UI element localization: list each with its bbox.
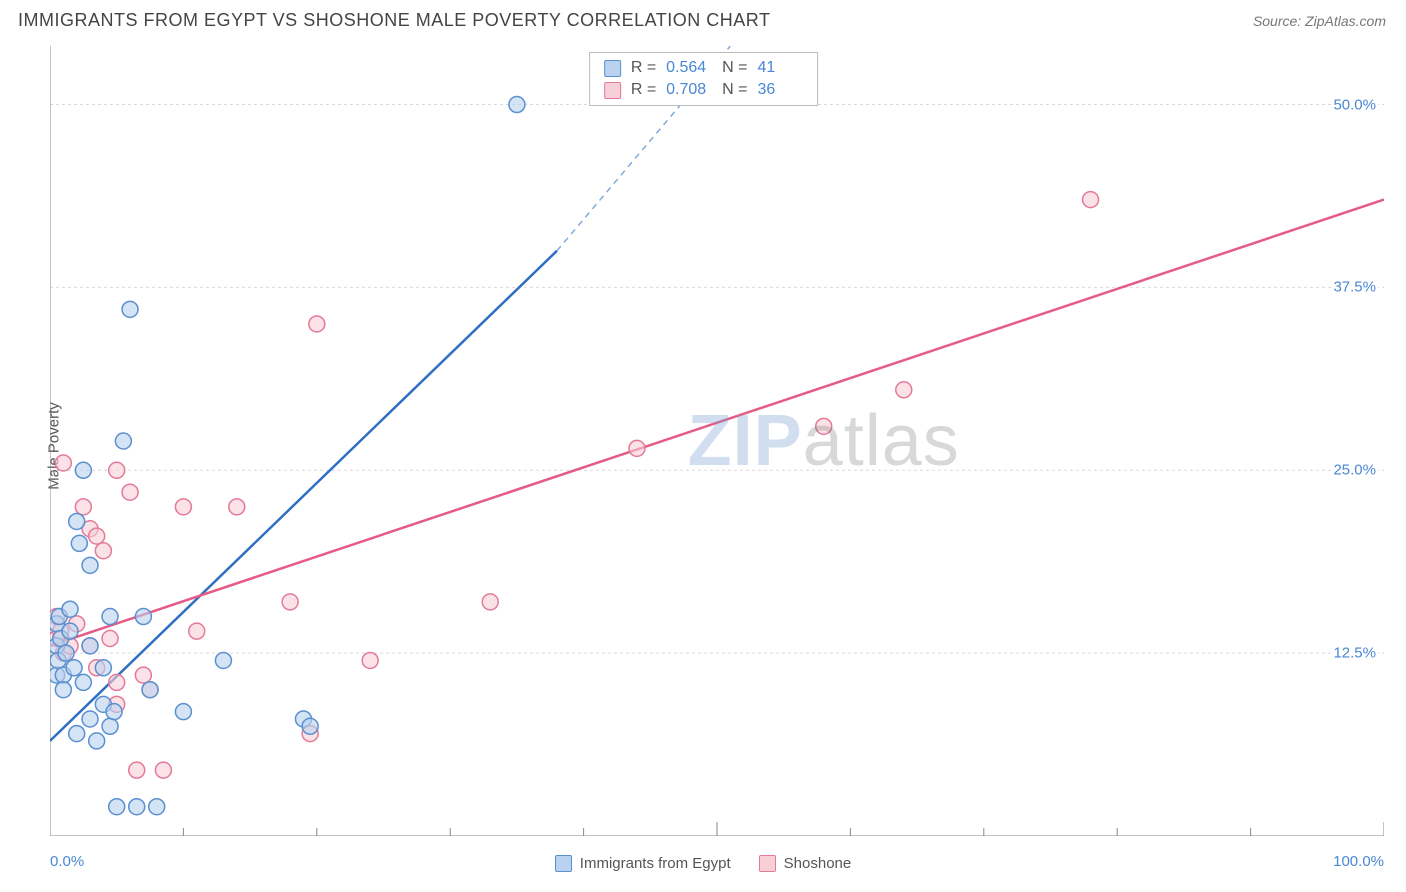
source-name: ZipAtlas.com (1305, 13, 1386, 29)
y-tick-label: 50.0% (1331, 96, 1378, 113)
stats-swatch (604, 60, 621, 77)
y-tick-label: 12.5% (1331, 645, 1378, 662)
chart-title: IMMIGRANTS FROM EGYPT VS SHOSHONE MALE P… (18, 10, 770, 31)
legend-item-series-a: Immigrants from Egypt (555, 855, 731, 872)
correlation-stats-box: R = 0.564 N = 41 R = 0.708 N = 36 (589, 52, 819, 106)
n-value: 41 (758, 59, 804, 77)
y-tick-label: 25.0% (1331, 462, 1378, 479)
n-label: N = (722, 81, 747, 99)
n-value: 36 (758, 81, 804, 99)
scatter-chart (50, 46, 1384, 836)
r-label: R = (631, 81, 656, 99)
stats-row: R = 0.708 N = 36 (590, 79, 818, 101)
stats-row: R = 0.564 N = 41 (590, 57, 818, 79)
legend: Immigrants from Egypt Shoshone (0, 855, 1406, 872)
y-tick-label: 37.5% (1331, 279, 1378, 296)
n-label: N = (722, 59, 747, 77)
source-attribution: Source: ZipAtlas.com (1253, 13, 1386, 29)
legend-swatch-b (759, 855, 776, 872)
r-label: R = (631, 59, 656, 77)
r-value: 0.564 (666, 59, 712, 77)
legend-item-series-b: Shoshone (759, 855, 852, 872)
legend-label-b: Shoshone (784, 855, 852, 872)
stats-swatch (604, 82, 621, 99)
legend-swatch-a (555, 855, 572, 872)
legend-label-a: Immigrants from Egypt (580, 855, 731, 872)
source-prefix: Source: (1253, 13, 1305, 29)
r-value: 0.708 (666, 81, 712, 99)
plot-area: ZIPatlas R =0.564N =41R =0.708N =36 12.5… (50, 46, 1384, 836)
